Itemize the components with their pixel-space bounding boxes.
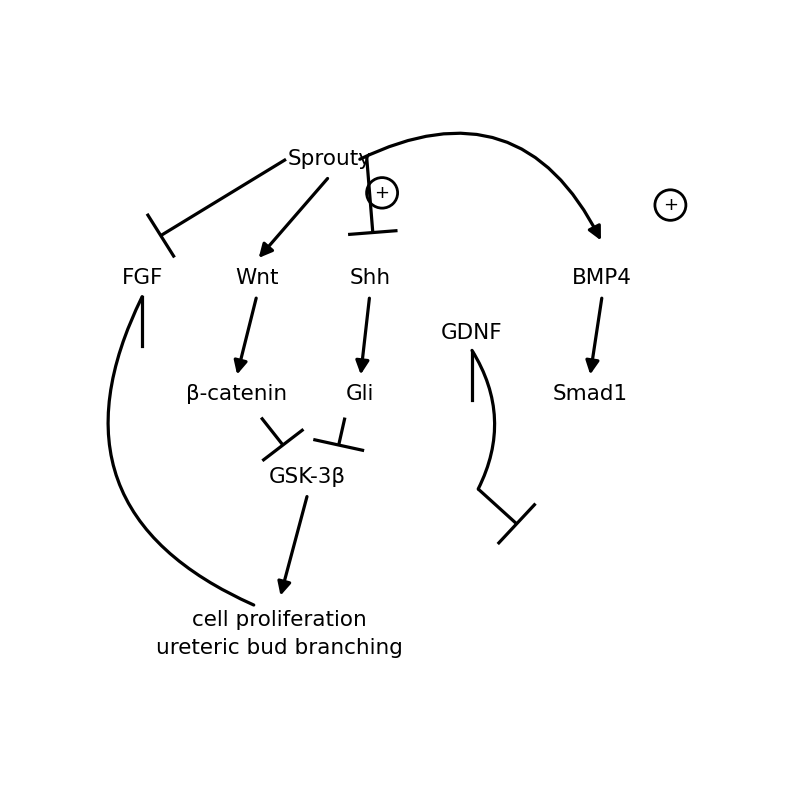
Text: cell proliferation
ureteric bud branching: cell proliferation ureteric bud branchin…	[156, 610, 403, 657]
Text: Gli: Gli	[346, 385, 374, 404]
Text: Sprouty: Sprouty	[287, 149, 371, 169]
Text: BMP4: BMP4	[572, 268, 632, 289]
Text: GSK-3β: GSK-3β	[270, 467, 346, 487]
Text: β-catenin: β-catenin	[186, 385, 287, 404]
Text: Shh: Shh	[349, 268, 390, 289]
Text: +: +	[663, 196, 678, 214]
Text: FGF: FGF	[122, 268, 163, 289]
Text: Wnt: Wnt	[235, 268, 278, 289]
Text: Smad1: Smad1	[552, 385, 627, 404]
Text: +: +	[374, 184, 390, 202]
Text: GDNF: GDNF	[441, 324, 503, 343]
